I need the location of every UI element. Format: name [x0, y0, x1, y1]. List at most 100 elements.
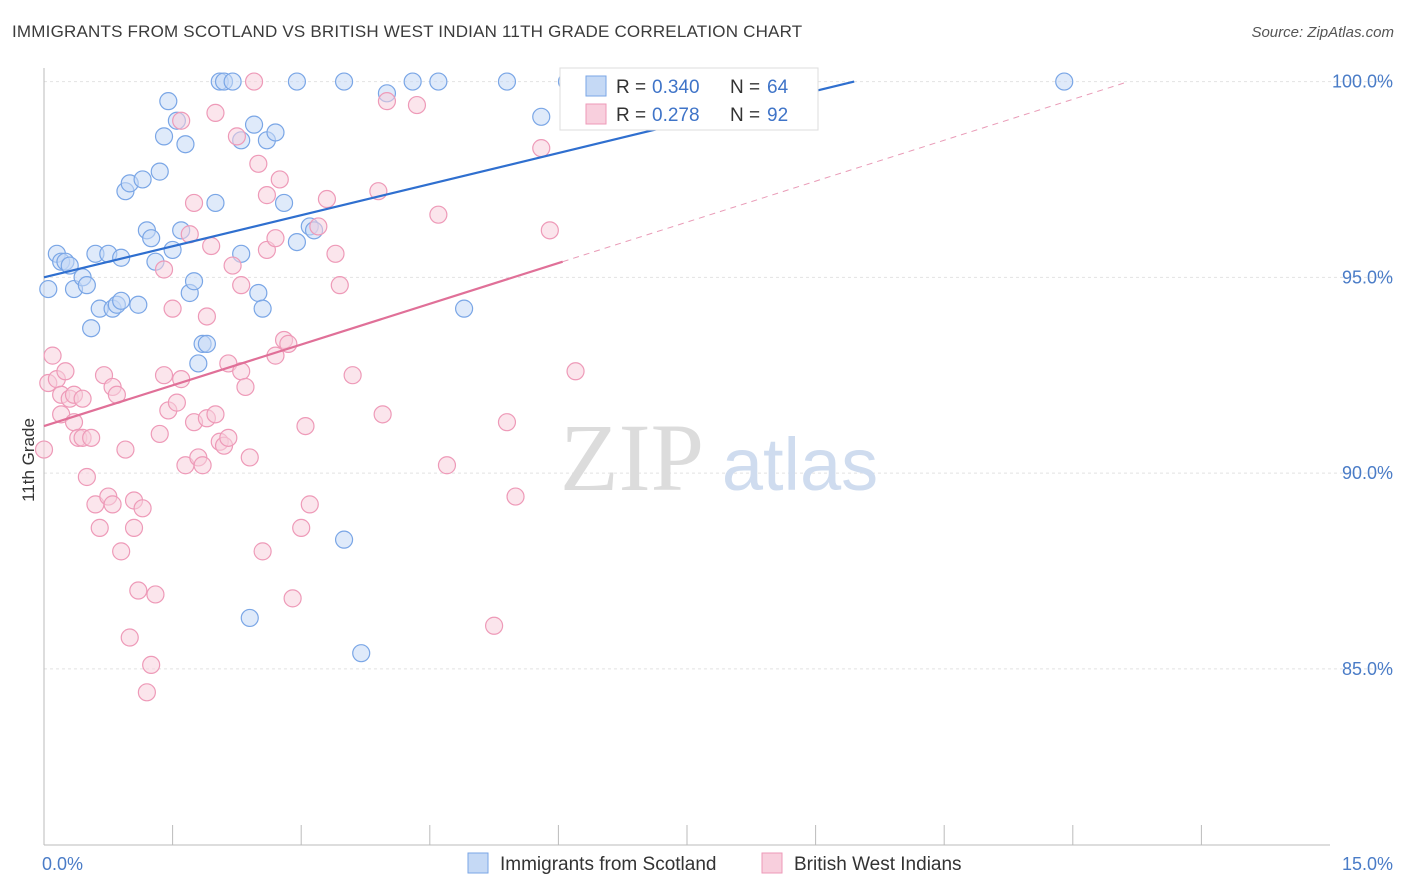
- bwi-point: [116, 440, 135, 459]
- bwi-point: [540, 221, 559, 240]
- bwi-point: [309, 217, 328, 236]
- legend-n-value: 92: [767, 105, 788, 126]
- bwi-point: [330, 276, 349, 295]
- scotland-point: [497, 72, 517, 91]
- legend-r-label: R =: [616, 77, 646, 98]
- bwi-point: [146, 585, 165, 604]
- scotland-point: [334, 72, 354, 91]
- scotland-point: [112, 291, 131, 310]
- scotland-point: [429, 72, 448, 91]
- bwi-point: [317, 189, 337, 209]
- bwi-point: [343, 366, 362, 385]
- x-tick-label: 15.0%: [1342, 854, 1393, 874]
- bwi-point: [270, 170, 289, 189]
- bwi-point: [253, 542, 272, 561]
- bwi-point: [137, 683, 156, 702]
- bwi-point: [184, 193, 204, 213]
- scotland-point: [77, 276, 96, 295]
- bwi-point: [150, 424, 169, 444]
- legend-swatch-bwi: [585, 103, 607, 125]
- legend-n-value: 64: [767, 77, 789, 98]
- bwi-point: [244, 72, 264, 91]
- bwi-point: [566, 362, 585, 381]
- data-points: [34, 72, 1074, 702]
- legend-n-label: N =: [730, 105, 760, 126]
- bwi-point: [90, 518, 109, 537]
- bwi-point: [223, 256, 242, 275]
- watermark-zip: ZIP: [560, 404, 704, 511]
- scotland-point: [150, 162, 169, 181]
- scotland-point: [142, 229, 161, 248]
- bwi-point: [34, 440, 54, 459]
- bwi-point: [142, 655, 161, 675]
- bwi-point: [219, 428, 238, 447]
- bottom-legend-swatch-bwi: [761, 852, 783, 874]
- y-tick-label: 90.0%: [1342, 463, 1393, 483]
- bwi-point: [129, 581, 148, 600]
- bwi-point: [154, 366, 174, 385]
- bwi-point: [283, 589, 302, 608]
- scotland-point: [189, 354, 208, 373]
- legend-r-value: 0.278: [652, 105, 700, 126]
- bwi-point: [82, 428, 101, 447]
- y-tick-label: 95.0%: [1342, 267, 1393, 287]
- scotland-point: [334, 530, 354, 549]
- scotland-point: [184, 272, 204, 291]
- scotland-point: [133, 170, 152, 189]
- scotland-point: [403, 72, 422, 91]
- bwi-trend-line: [43, 260, 564, 428]
- bwi-point: [154, 260, 174, 279]
- bwi-point: [167, 393, 186, 412]
- scotland-point: [1055, 72, 1074, 91]
- watermark: ZIP atlas: [560, 404, 878, 511]
- bwi-point: [249, 154, 268, 173]
- bwi-point: [532, 139, 551, 158]
- bwi-point: [257, 186, 277, 205]
- bottom-legend: Immigrants from Scotland British West Ind…: [467, 852, 962, 875]
- bwi-point: [377, 92, 397, 111]
- bwi-point: [120, 628, 139, 647]
- source-label: Source: ZipAtlas.com: [1251, 24, 1394, 41]
- bwi-point: [124, 518, 144, 537]
- bwi-point: [206, 103, 225, 122]
- bwi-point: [296, 416, 315, 436]
- scotland-point: [206, 193, 225, 213]
- bwi-point: [163, 299, 182, 318]
- legend-n-label: N =: [730, 77, 760, 98]
- bwi-point: [506, 487, 525, 506]
- scotland-point: [82, 319, 101, 338]
- scotland-point: [266, 123, 285, 142]
- legend-swatch-scotland: [585, 75, 607, 97]
- y-axis-label: 11th Grade: [19, 418, 38, 502]
- bwi-point: [43, 346, 62, 365]
- bwi-point: [326, 244, 345, 263]
- bwi-point: [193, 456, 212, 475]
- scotland-point: [223, 72, 242, 91]
- bwi-point: [56, 362, 75, 381]
- scotland-point: [39, 279, 58, 299]
- bwi-point: [236, 377, 255, 397]
- scotland-point: [287, 232, 307, 252]
- legend-r-label: R =: [616, 105, 646, 126]
- bwi-point: [292, 518, 311, 537]
- bwi-point: [103, 495, 122, 514]
- scotland-point: [274, 193, 294, 213]
- bwi-point: [197, 307, 216, 326]
- scotland-point: [244, 115, 264, 134]
- scotland-point: [159, 92, 178, 111]
- bwi-point: [172, 111, 191, 130]
- bottom-legend-label-bwi: British West Indians: [794, 854, 962, 875]
- scotland-point: [454, 299, 474, 318]
- bottom-legend-swatch-scotland: [467, 852, 489, 874]
- x-tick-label: 0.0%: [42, 854, 83, 874]
- bwi-point: [373, 405, 392, 424]
- scotland-point: [129, 295, 148, 314]
- scotland-point: [154, 127, 174, 146]
- y-tick-label: 100.0%: [1332, 72, 1393, 92]
- bwi-point: [77, 467, 96, 487]
- legend: R = 0.340 N = 64 R = 0.278 N = 92: [559, 67, 819, 131]
- bwi-point: [202, 236, 221, 256]
- bwi-point: [206, 405, 225, 424]
- bwi-point: [232, 276, 251, 295]
- tick-labels: 100.0% 95.0% 90.0% 85.0% 0.0% 15.0%: [42, 72, 1393, 874]
